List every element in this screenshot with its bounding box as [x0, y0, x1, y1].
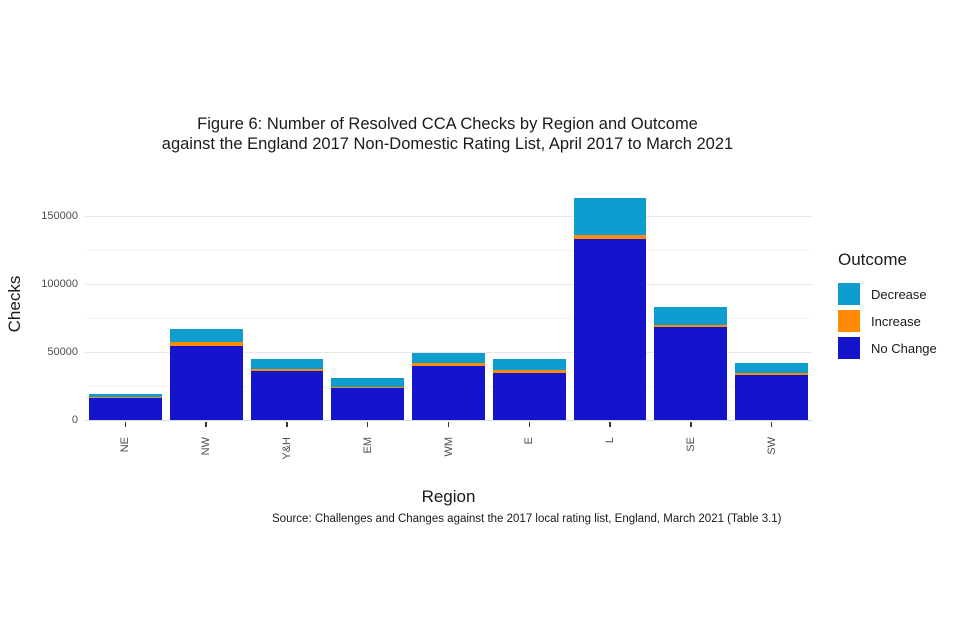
- bar-y-h-no-change: [250, 371, 324, 420]
- legend-swatch-decrease-icon: [838, 283, 860, 305]
- bar-wm-no-change: [412, 365, 485, 420]
- y-tick-label-0: 0: [71, 414, 78, 426]
- y-tick-label-150000: 150000: [41, 210, 78, 222]
- bar-e-decrease: [492, 359, 566, 370]
- bar-se-no-change: [654, 327, 728, 420]
- x-tick-mark-wm: [447, 422, 450, 427]
- bar-l-increase: [573, 234, 647, 239]
- x-tick-mark-sw: [770, 422, 773, 427]
- legend-swatch-increase-icon: [838, 310, 860, 332]
- legend-title: Outcome: [838, 250, 907, 269]
- bar-ne-decrease: [89, 393, 162, 398]
- legend-label-no-change: No Change: [871, 340, 937, 356]
- x-tick-mark-l: [609, 422, 611, 427]
- bar-em-no-change: [331, 388, 405, 420]
- legend-label-decrease: Decrease: [871, 286, 927, 302]
- legend-item-no-change: No Change: [838, 337, 937, 359]
- bar-e-increase: [492, 369, 566, 373]
- x-tick-mark-y-h: [286, 422, 288, 427]
- bar-em-decrease: [331, 378, 405, 387]
- bar-sw-increase: [735, 372, 808, 376]
- bar-y-h-increase: [250, 368, 324, 372]
- legend: Outcome Decrease Increase No Change: [838, 250, 937, 364]
- legend-item-decrease: Decrease: [838, 283, 937, 305]
- bar-nw-no-change: [169, 345, 243, 420]
- bar-ne-no-change: [89, 397, 162, 420]
- bar-wm-decrease: [412, 352, 485, 364]
- bar-wm-increase: [412, 363, 485, 366]
- y-axis-title: Checks: [5, 275, 24, 333]
- legend-swatch-no-change-icon: [838, 337, 860, 359]
- gridline-minor-125000: [85, 249, 812, 251]
- bar-e-no-change: [492, 372, 566, 420]
- gridline-major-100000: [85, 283, 812, 285]
- bar-l-decrease: [573, 197, 647, 235]
- bar-l-no-change: [573, 238, 647, 420]
- source-note: Source: Challenges and Changes against t…: [272, 513, 782, 525]
- gridline-major-150000: [85, 215, 812, 217]
- bar-em-increase: [331, 386, 405, 389]
- bar-ne-increase: [89, 397, 162, 398]
- legend-items: Decrease Increase No Change: [838, 283, 937, 359]
- bar-sw-decrease: [735, 362, 808, 373]
- x-tick-mark-se: [690, 422, 692, 427]
- gridline-minor-75000: [85, 317, 812, 319]
- bar-se-increase: [654, 324, 728, 328]
- bar-se-decrease: [654, 306, 728, 325]
- x-tick-mark-nw: [205, 422, 207, 427]
- x-tick-mark-ne: [124, 422, 127, 427]
- bar-nw-decrease: [169, 329, 243, 343]
- x-tick-mark-em: [366, 422, 369, 427]
- x-axis-line: [85, 420, 812, 421]
- legend-label-increase: Increase: [871, 313, 921, 329]
- x-axis-title: Region: [421, 487, 476, 506]
- gridline-major-50000: [85, 351, 812, 353]
- y-tick-label-50000: 50000: [47, 346, 78, 358]
- bar-nw-increase: [169, 342, 243, 346]
- x-tick-mark-e: [528, 422, 531, 427]
- bar-sw-no-change: [735, 375, 808, 420]
- chart-title: Figure 6: Number of Resolved CCA Checks …: [161, 115, 734, 153]
- legend-item-increase: Increase: [838, 310, 937, 332]
- y-tick-label-100000: 100000: [41, 278, 78, 290]
- bar-y-h-decrease: [250, 359, 324, 369]
